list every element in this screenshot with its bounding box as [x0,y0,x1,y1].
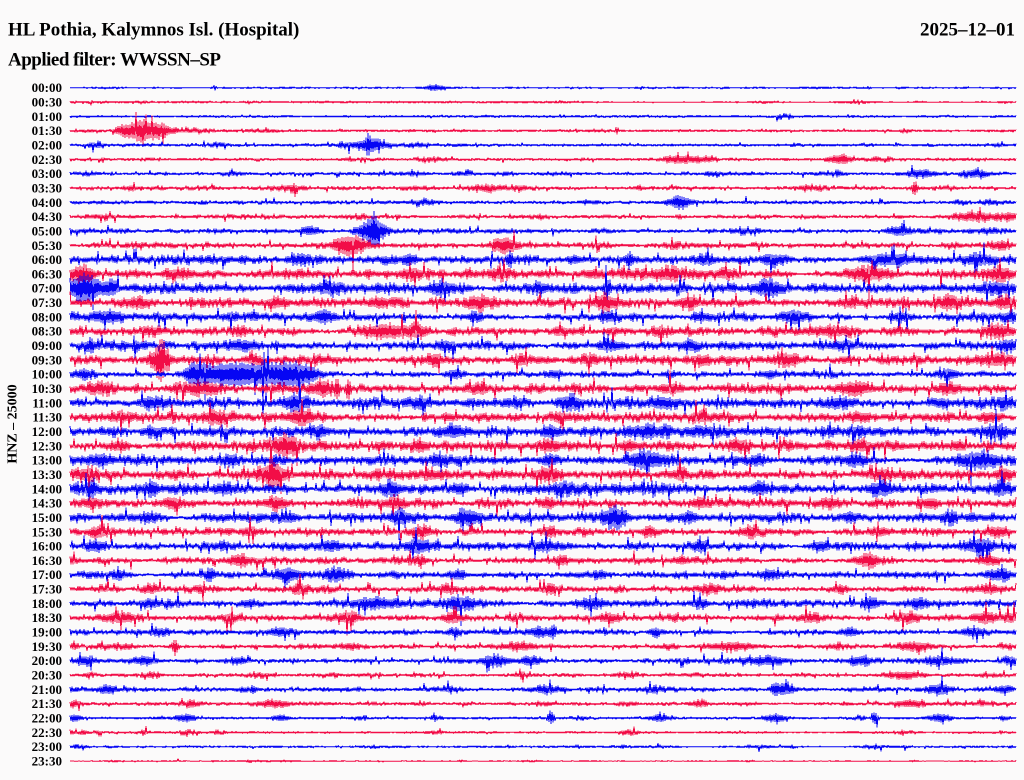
svg-text:15:30: 15:30 [32,524,62,539]
svg-text:18:00: 18:00 [32,596,62,611]
svg-text:13:30: 13:30 [32,467,62,482]
svg-text:08:30: 08:30 [32,324,62,339]
svg-text:04:00: 04:00 [32,195,62,210]
svg-text:01:30: 01:30 [32,123,62,138]
svg-text:17:00: 17:00 [32,567,62,582]
svg-text:20:30: 20:30 [32,668,62,683]
svg-text:HNZ – 25000: HNZ – 25000 [6,384,21,463]
svg-text:05:30: 05:30 [32,238,62,253]
svg-text:23:30: 23:30 [32,754,62,769]
svg-text:19:00: 19:00 [32,625,62,640]
svg-text:09:00: 09:00 [32,338,62,353]
svg-text:03:30: 03:30 [32,181,62,196]
svg-text:06:30: 06:30 [32,266,62,281]
svg-text:11:00: 11:00 [32,395,62,410]
svg-text:HL Pothia, Kalymnos Isl. (Hosp: HL Pothia, Kalymnos Isl. (Hospital) [8,20,299,41]
svg-text:10:00: 10:00 [32,367,62,382]
svg-text:07:30: 07:30 [32,295,62,310]
svg-text:05:00: 05:00 [32,224,62,239]
svg-text:00:00: 00:00 [32,80,62,95]
svg-text:15:00: 15:00 [32,510,62,525]
svg-text:19:30: 19:30 [32,639,62,654]
svg-text:14:00: 14:00 [32,481,62,496]
svg-text:12:00: 12:00 [32,424,62,439]
svg-text:11:30: 11:30 [32,410,62,425]
svg-text:01:00: 01:00 [32,109,62,124]
svg-text:12:30: 12:30 [32,438,62,453]
svg-text:16:00: 16:00 [32,539,62,554]
svg-text:18:30: 18:30 [32,610,62,625]
svg-text:02:30: 02:30 [32,152,62,167]
svg-text:10:30: 10:30 [32,381,62,396]
svg-text:00:30: 00:30 [32,95,62,110]
svg-text:04:30: 04:30 [32,209,62,224]
svg-text:08:00: 08:00 [32,309,62,324]
svg-text:14:30: 14:30 [32,496,62,511]
svg-text:23:00: 23:00 [32,739,62,754]
svg-text:03:00: 03:00 [32,166,62,181]
svg-text:06:00: 06:00 [32,252,62,267]
svg-text:21:30: 21:30 [32,696,62,711]
svg-text:09:30: 09:30 [32,352,62,367]
svg-text:22:30: 22:30 [32,725,62,740]
svg-text:02:00: 02:00 [32,138,62,153]
svg-text:16:30: 16:30 [32,553,62,568]
svg-text:2025–12–01: 2025–12–01 [920,20,1015,41]
svg-text:21:00: 21:00 [32,682,62,697]
svg-text:07:00: 07:00 [32,281,62,296]
svg-text:22:00: 22:00 [32,711,62,726]
svg-text:Applied filter: WWSSN–SP: Applied filter: WWSSN–SP [8,50,221,71]
svg-text:20:00: 20:00 [32,653,62,668]
svg-text:17:30: 17:30 [32,582,62,597]
svg-text:13:00: 13:00 [32,453,62,468]
